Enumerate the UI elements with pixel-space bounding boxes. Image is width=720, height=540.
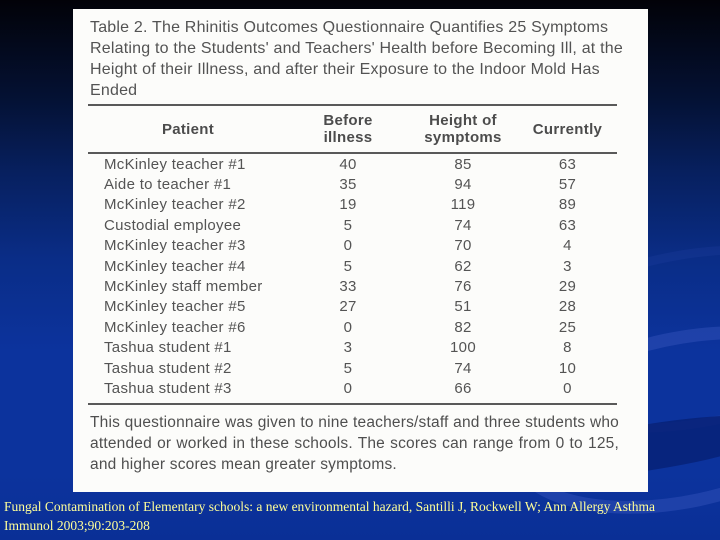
table-row: McKinley teacher #4 5 62 3 bbox=[88, 256, 617, 276]
currently-cell: 89 bbox=[558, 196, 577, 214]
height-cell: 85 bbox=[454, 155, 472, 173]
before-cell: 33 bbox=[339, 278, 357, 296]
table-footnote: This questionnaire was given to nine tea… bbox=[90, 413, 619, 473]
scanned-table-image: Table 2. The Rhinitis Outcomes Questionn… bbox=[73, 9, 648, 492]
column-header-patient: Patient bbox=[88, 106, 288, 154]
before-cell: 5 bbox=[343, 359, 353, 377]
currently-cell: 0 bbox=[563, 379, 572, 397]
table-row: Tashua student #3 0 66 0 bbox=[88, 378, 617, 398]
height-cell: 74 bbox=[454, 216, 472, 234]
currently-cell: 63 bbox=[558, 155, 577, 173]
before-cell: 0 bbox=[343, 237, 353, 255]
before-cell: 0 bbox=[343, 379, 353, 397]
citation-line-2: Immunol 2003;90:203-208 bbox=[4, 518, 150, 533]
height-cell: 70 bbox=[454, 237, 472, 255]
patient-cell: Aide to teacher #1 bbox=[104, 176, 232, 194]
table-header-row: Patient Before illness Height of symptom… bbox=[88, 106, 617, 154]
currently-cell: 28 bbox=[558, 298, 577, 316]
table-row: McKinley staff member 33 76 29 bbox=[88, 276, 617, 296]
currently-cell: 57 bbox=[558, 176, 577, 194]
patient-cell: McKinley teacher #1 bbox=[104, 155, 246, 173]
currently-cell: 63 bbox=[558, 216, 577, 234]
table-row: McKinley teacher #6 0 82 25 bbox=[88, 317, 617, 337]
patient-cell: McKinley teacher #5 bbox=[104, 298, 246, 316]
table-row: Tashua student #2 5 74 10 bbox=[88, 358, 617, 378]
height-cell: 119 bbox=[450, 196, 476, 214]
citation-line-1: Fungal Contamination of Elementary schoo… bbox=[4, 499, 656, 514]
table-row: McKinley teacher #5 27 51 28 bbox=[88, 297, 617, 317]
table-row: McKinley teacher #1 40 85 63 bbox=[88, 153, 617, 174]
patient-cell: Tashua student #1 bbox=[104, 339, 232, 357]
currently-cell: 10 bbox=[558, 359, 577, 377]
currently-cell: 25 bbox=[558, 318, 577, 336]
patient-cell: McKinley teacher #6 bbox=[104, 318, 246, 336]
height-cell: 76 bbox=[454, 278, 472, 296]
before-cell: 19 bbox=[339, 196, 357, 214]
currently-cell: 8 bbox=[563, 339, 572, 357]
column-header-before-illness: Before illness bbox=[288, 106, 408, 154]
patient-cell: Tashua student #3 bbox=[104, 379, 232, 397]
table-header: Patient Before illness Height of symptom… bbox=[88, 106, 617, 154]
table-row: Tashua student #1 3 100 8 bbox=[88, 338, 617, 358]
height-cell: 66 bbox=[454, 379, 472, 397]
currently-cell: 3 bbox=[563, 257, 572, 275]
table-top-rule bbox=[88, 104, 617, 106]
table-body: McKinley teacher #1 40 85 63 Aide to tea… bbox=[88, 153, 617, 399]
height-cell: 94 bbox=[454, 176, 472, 194]
before-cell: 35 bbox=[339, 176, 357, 194]
before-cell: 5 bbox=[343, 216, 353, 234]
patient-cell: Tashua student #2 bbox=[104, 359, 232, 377]
before-cell: 27 bbox=[339, 298, 357, 316]
patient-cell: McKinley teacher #3 bbox=[104, 237, 246, 255]
height-cell: 62 bbox=[454, 257, 472, 275]
patient-cell: McKinley staff member bbox=[104, 278, 263, 296]
symptoms-table: Patient Before illness Height of symptom… bbox=[88, 106, 617, 399]
height-cell: 51 bbox=[454, 298, 472, 316]
table-caption: Table 2. The Rhinitis Outcomes Questionn… bbox=[90, 19, 623, 99]
table-row: Aide to teacher #1 35 94 57 bbox=[88, 174, 617, 194]
patient-cell: McKinley teacher #4 bbox=[104, 257, 246, 275]
patient-cell: McKinley teacher #2 bbox=[104, 196, 246, 214]
column-header-height-of-symptoms: Height of symptoms bbox=[408, 106, 518, 154]
before-cell: 3 bbox=[343, 339, 353, 357]
citation: Fungal Contamination of Elementary schoo… bbox=[4, 497, 716, 535]
table-bottom-rule bbox=[88, 402, 617, 405]
before-cell: 40 bbox=[339, 155, 357, 173]
table-row: McKinley teacher #2 19 119 89 bbox=[88, 195, 617, 215]
before-cell: 0 bbox=[343, 318, 353, 336]
column-header-currently: Currently bbox=[518, 106, 617, 154]
height-cell: 100 bbox=[450, 339, 476, 357]
table-row: McKinley teacher #3 0 70 4 bbox=[88, 236, 617, 256]
height-cell: 82 bbox=[454, 318, 472, 336]
patient-cell: Custodial employee bbox=[104, 216, 242, 234]
before-cell: 5 bbox=[343, 257, 353, 275]
table-row: Custodial employee 5 74 63 bbox=[88, 215, 617, 235]
currently-cell: 4 bbox=[563, 237, 572, 255]
height-cell: 74 bbox=[454, 359, 472, 377]
currently-cell: 29 bbox=[558, 278, 577, 296]
